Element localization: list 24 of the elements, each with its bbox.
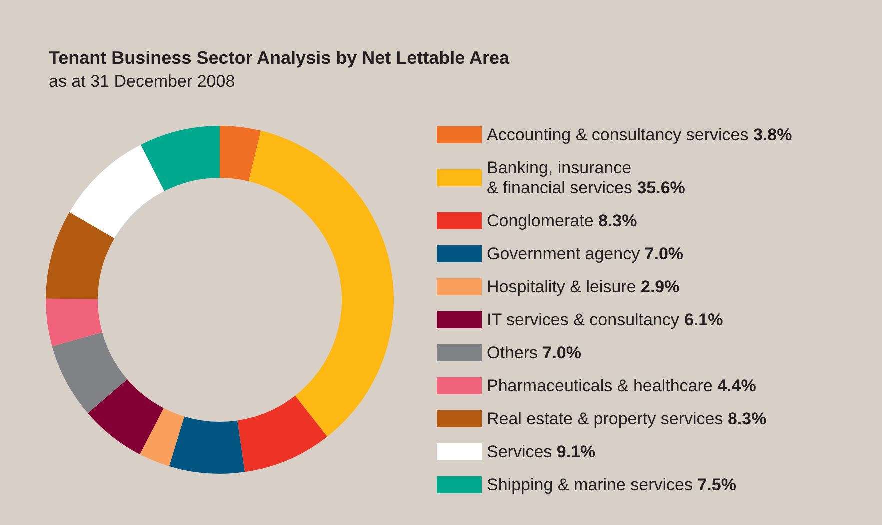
data-label: 7.5%: [698, 476, 736, 494]
data-label: 9.1%: [556, 442, 596, 462]
legend-label: Accounting & consultancy services: [487, 126, 754, 144]
data-label: 6.1%: [684, 310, 724, 330]
legend-label: Conglomerate: [487, 212, 599, 230]
legend-label: Others: [487, 344, 543, 362]
data-label: 4.4%: [718, 376, 756, 396]
data-label: 8.3%: [598, 212, 638, 230]
legend-label: Pharmaceuticals & healthcare: [487, 376, 718, 396]
data-label: 3.8%: [753, 126, 792, 144]
legend-label: Services: [487, 442, 557, 462]
chart-title: Tenant Business Sector Analysis by Net Lettable Area: [49, 48, 510, 68]
data-label: 7.0%: [542, 344, 582, 362]
legend-label: Banking, insurance & financial services: [487, 158, 638, 198]
data-label: 7.0%: [644, 244, 684, 264]
legend-label: Hospitality & leisure: [487, 278, 642, 296]
legend-label: Shipping & marine services: [487, 476, 698, 494]
data-label: 2.9%: [641, 278, 680, 296]
legend-label: Government agency: [487, 244, 645, 264]
legend-label: IT services & consultancy: [487, 310, 684, 330]
data-label: 8.3%: [728, 410, 767, 428]
data-label: 35.6%: [637, 178, 686, 198]
chart-subtitle: as at 31 December 2008: [49, 72, 236, 91]
legend-label: Real estate & property services: [487, 410, 728, 428]
